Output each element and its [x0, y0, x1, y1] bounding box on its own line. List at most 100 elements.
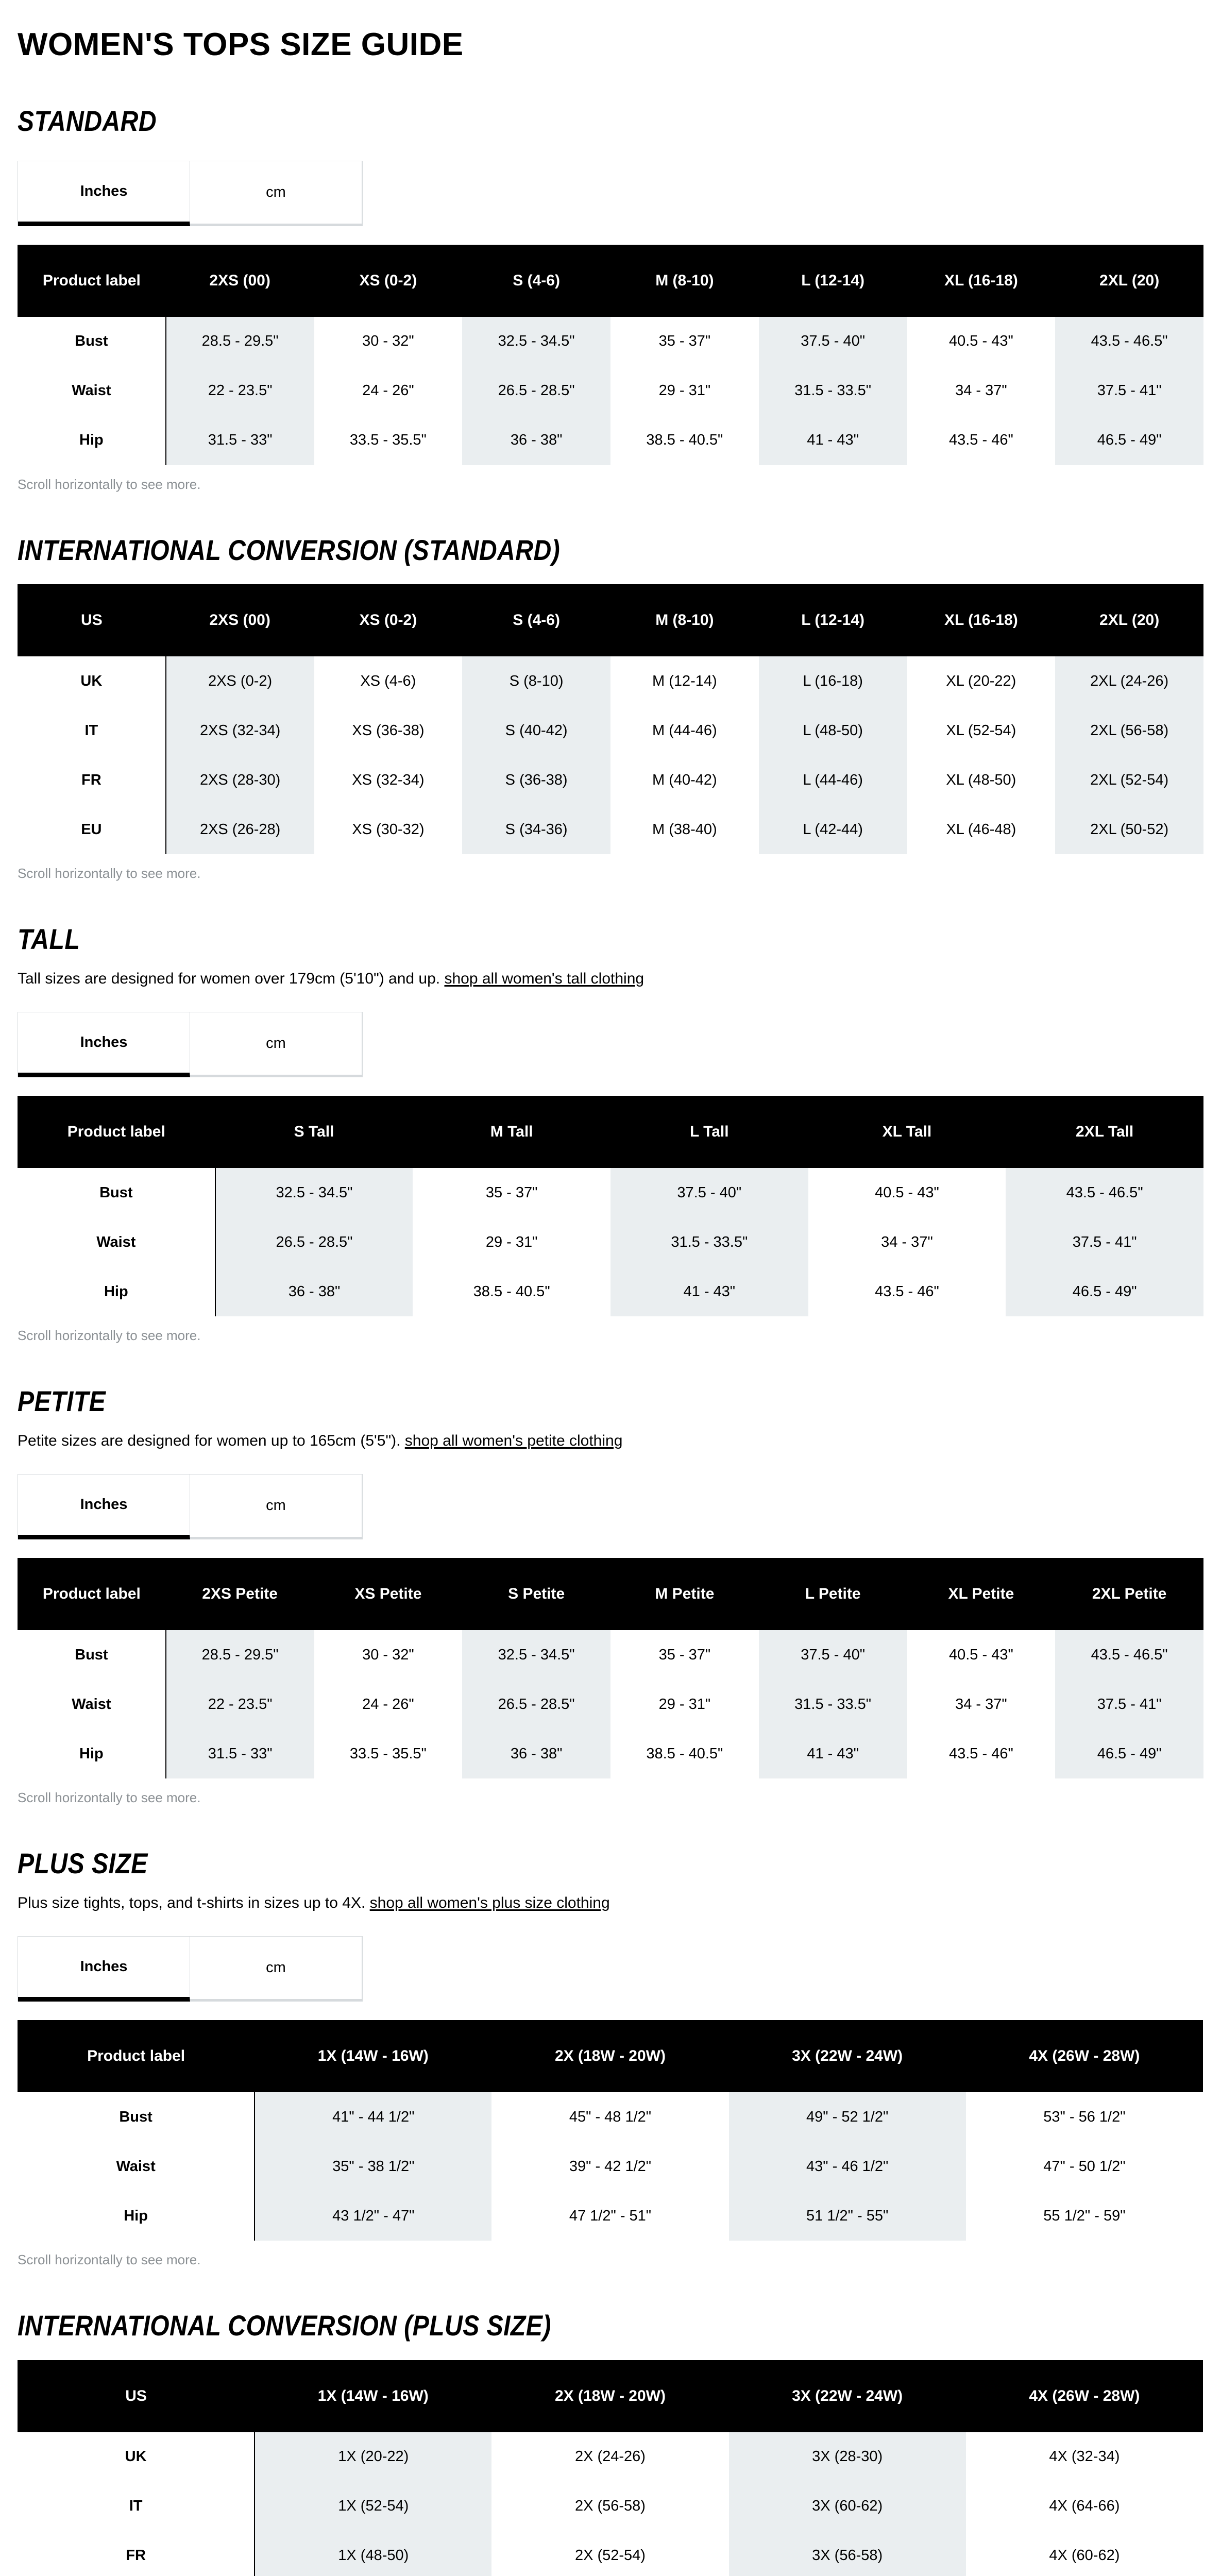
scroll-note: Scroll horizontally to see more. — [18, 866, 201, 882]
column-header: 2XS (00) — [165, 244, 314, 317]
table-cell: 40.5 - 43" — [907, 316, 1056, 366]
table-cell: 4X (60-62) — [965, 2531, 1203, 2576]
table-header-row: Product label 2XS (00) XS (0-2) S (4-6) … — [18, 244, 1203, 317]
section-standard: STANDARD Inches cm Product label 2XS (00… — [18, 105, 1203, 492]
row-label: UK — [18, 2432, 256, 2482]
table-row: Waist 22 - 23.5" 24 - 26" 26.5 - 28.5" 2… — [18, 1680, 1203, 1730]
section-petite: PETITE Petite sizes are designed for wom… — [18, 1385, 1203, 1806]
table-cell: 1X (52-54) — [255, 2481, 492, 2531]
table-cell: 24 - 26" — [314, 1680, 463, 1730]
table-cell: 34 - 37" — [808, 1217, 1006, 1267]
table-body: UK 2XS (0-2) XS (4-6) S (8-10) M (12-14)… — [18, 656, 1203, 855]
row-label: Bust — [18, 316, 166, 366]
table-row: IT 1X (52-54) 2X (56-58) 3X (60-62) 4X (… — [18, 2481, 1203, 2531]
table-cell: 3X (28-30) — [728, 2432, 966, 2482]
table-cell: 33.5 - 35.5" — [314, 415, 463, 465]
table-cell: 1X (20-22) — [255, 2432, 492, 2482]
table-cell: S (34-36) — [462, 805, 610, 855]
size-table-plus: Product label 1X (14W - 16W) 2X (18W - 2… — [18, 2020, 1203, 2241]
table-cell: XL (20-22) — [907, 656, 1056, 706]
table-cell: 46.5 - 49" — [1055, 1729, 1203, 1779]
table-cell: 47 1/2" - 51" — [491, 2191, 729, 2241]
row-label: Hip — [18, 415, 166, 465]
unit-tab-inches[interactable]: Inches — [18, 1012, 190, 1078]
column-header: 4X (26W - 28W) — [965, 2360, 1203, 2432]
table-cell: 34 - 37" — [907, 1680, 1056, 1730]
table-cell: S (8-10) — [462, 656, 610, 706]
table-row: IT 2XS (32-34) XS (36-38) S (40-42) M (4… — [18, 706, 1203, 756]
table-row: Hip 43 1/2" - 47" 47 1/2" - 51" 51 1/2" … — [18, 2191, 1203, 2241]
unit-tab-inches[interactable]: Inches — [18, 161, 190, 226]
table-cell: 43.5 - 46.5" — [1055, 316, 1203, 366]
table-cell: 47" - 50 1/2" — [965, 2142, 1203, 2192]
unit-tab-inches[interactable]: Inches — [18, 1475, 190, 1540]
section-plus: PLUS SIZE Plus size tights, tops, and t-… — [18, 1848, 1203, 2268]
table-cell: L (42-44) — [758, 805, 907, 855]
scroll-note: Scroll horizontally to see more. — [18, 1790, 201, 1806]
column-header: 1X (14W - 16W) — [255, 2020, 492, 2093]
table-cell: XS (36-38) — [314, 706, 463, 756]
unit-tab-inches[interactable]: Inches — [18, 1937, 190, 2002]
table-cell: 22 - 23.5" — [165, 1680, 314, 1730]
shop-petite-link[interactable]: shop all women's petite clothing — [404, 1432, 623, 1449]
table-cell: 40.5 - 43" — [907, 1630, 1056, 1680]
scroll-note: Scroll horizontally to see more. — [18, 2252, 201, 2268]
shop-plus-link[interactable]: shop all women's plus size clothing — [369, 1894, 610, 1911]
column-header: 2XL (20) — [1055, 244, 1203, 317]
unit-tab-cm[interactable]: cm — [190, 1012, 362, 1078]
size-table-standard-wrap[interactable]: Product label 2XS (00) XS (0-2) S (4-6) … — [18, 244, 1203, 465]
column-header: L (12-14) — [758, 584, 907, 657]
unit-toggle-tall[interactable]: Inches cm — [18, 1012, 363, 1078]
column-header: Product label — [18, 244, 166, 317]
unit-tab-cm[interactable]: cm — [190, 1475, 362, 1540]
unit-tab-cm[interactable]: cm — [190, 1937, 362, 2002]
table-cell: 26.5 - 28.5" — [462, 1680, 610, 1730]
size-table-plus-wrap[interactable]: Product label 1X (14W - 16W) 2X (18W - 2… — [18, 2020, 1203, 2241]
table-cell: XS (4-6) — [314, 656, 463, 706]
table-cell: 41 - 43" — [758, 1729, 907, 1779]
table-row: FR 1X (48-50) 2X (52-54) 3X (56-58) 4X (… — [18, 2531, 1203, 2576]
table-cell: 35 - 37" — [413, 1168, 610, 1218]
page-title: WOMEN'S TOPS SIZE GUIDE — [18, 27, 464, 62]
column-header: L (12-14) — [758, 244, 907, 317]
column-header: XS Petite — [314, 1558, 463, 1631]
size-table-petite-wrap[interactable]: Product label 2XS Petite XS Petite S Pet… — [18, 1558, 1203, 1779]
table-cell: 30 - 32" — [314, 1630, 463, 1680]
unit-toggle-plus[interactable]: Inches cm — [18, 1936, 363, 2002]
table-cell: 26.5 - 28.5" — [462, 366, 610, 416]
shop-tall-link[interactable]: shop all women's tall clothing — [444, 970, 645, 987]
column-header: XL (16-18) — [907, 244, 1056, 317]
size-table-tall-wrap[interactable]: Product label S Tall M Tall L Tall XL Ta… — [18, 1096, 1203, 1317]
table-cell: 43.5 - 46" — [907, 1729, 1056, 1779]
column-header: Product label — [18, 2020, 255, 2093]
table-cell: 4X (64-66) — [965, 2481, 1203, 2531]
table-cell: 45" - 48 1/2" — [491, 2092, 729, 2142]
row-label: Bust — [18, 1630, 166, 1680]
table-cell: 39" - 42 1/2" — [491, 2142, 729, 2192]
table-header-row: Product label S Tall M Tall L Tall XL Ta… — [18, 1096, 1203, 1168]
section-title-tall: TALL — [18, 923, 80, 956]
table-row: Waist 26.5 - 28.5" 29 - 31" 31.5 - 33.5"… — [18, 1217, 1203, 1267]
table-cell: 35 - 37" — [610, 316, 759, 366]
size-table-tall: Product label S Tall M Tall L Tall XL Ta… — [18, 1096, 1203, 1317]
table-cell: 35 - 37" — [610, 1630, 759, 1680]
unit-toggle-standard[interactable]: Inches cm — [18, 160, 363, 226]
table-cell: 29 - 31" — [413, 1217, 610, 1267]
table-body: Bust 28.5 - 29.5" 30 - 32" 32.5 - 34.5" … — [18, 1630, 1203, 1779]
unit-tab-cm[interactable]: cm — [190, 161, 362, 226]
unit-toggle-petite[interactable]: Inches cm — [18, 1474, 363, 1540]
size-table-intl-plus-wrap[interactable]: US 1X (14W - 16W) 2X (18W - 20W) 3X (22W… — [18, 2360, 1203, 2576]
table-cell: L (44-46) — [758, 755, 907, 805]
column-header: 2X (18W - 20W) — [491, 2360, 729, 2432]
row-label: Waist — [18, 366, 166, 416]
table-cell: 2X (56-58) — [491, 2481, 729, 2531]
size-table-intl-standard-wrap[interactable]: US 2XS (00) XS (0-2) S (4-6) M (8-10) L … — [18, 584, 1203, 855]
column-header: 2X (18W - 20W) — [491, 2020, 729, 2093]
size-table-intl-standard: US 2XS (00) XS (0-2) S (4-6) M (8-10) L … — [18, 584, 1203, 855]
table-cell: 41 - 43" — [758, 415, 907, 465]
column-header: S Tall — [215, 1096, 413, 1168]
table-cell: 31.5 - 33.5" — [758, 1680, 907, 1730]
table-cell: 2XL (56-58) — [1055, 706, 1203, 756]
table-cell: 55 1/2" - 59" — [965, 2191, 1203, 2241]
column-header: 2XL (20) — [1055, 584, 1203, 657]
